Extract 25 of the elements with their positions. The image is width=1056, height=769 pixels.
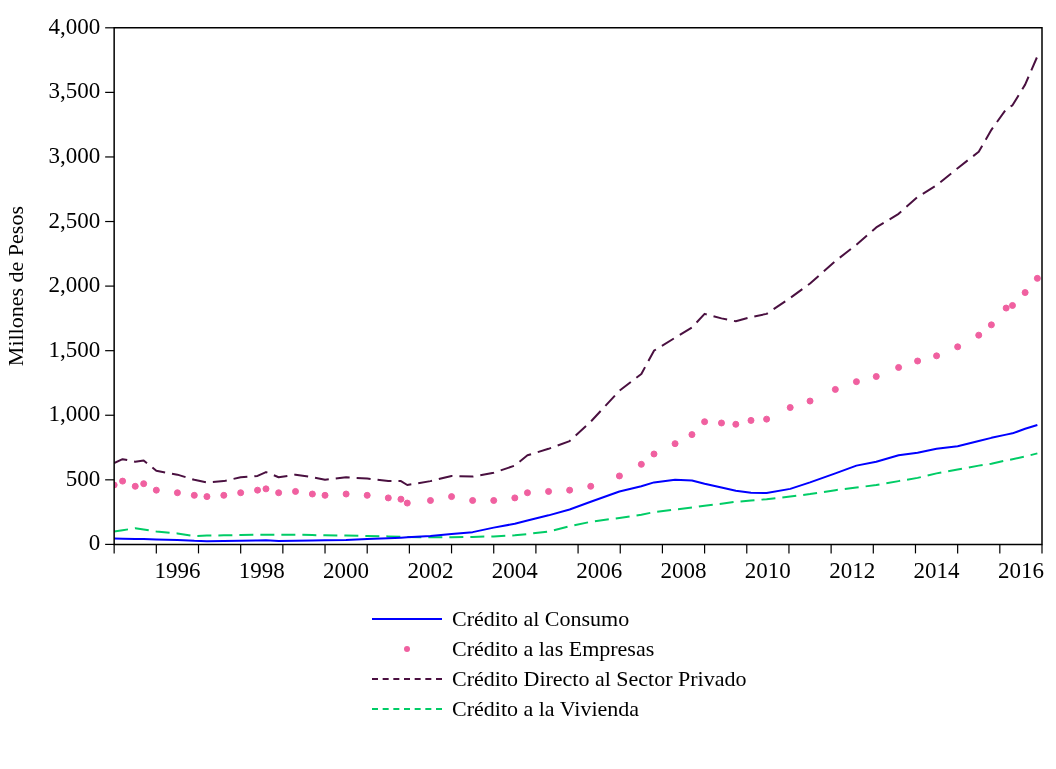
y-tick-label: 3,500 (48, 78, 101, 104)
y-tick-label: 2,000 (48, 272, 101, 298)
legend-label: Crédito al Consumo (452, 605, 630, 633)
x-tick-label: 2000 (323, 558, 370, 584)
legend-label: Crédito a la Vivienda (452, 695, 640, 723)
x-tick-label: 1996 (154, 558, 201, 584)
x-tick-label: 2012 (829, 558, 876, 584)
y-tick-label: 1,000 (48, 401, 101, 427)
y-tick-label: 4,000 (48, 13, 101, 39)
y-tick-label: 500 (65, 465, 101, 491)
x-tick-label: 2008 (660, 558, 707, 584)
x-tick-label: 2010 (744, 558, 791, 584)
x-tick-label: 1998 (238, 558, 285, 584)
x-tick-label: 2016 (997, 558, 1044, 584)
x-tick-label: 2006 (576, 558, 623, 584)
legend-label: Crédito a las Empresas (452, 635, 655, 663)
y-axis-title: Millones de Pesos (2, 206, 28, 367)
y-tick-label: 3,000 (48, 143, 101, 168)
y-tick-label: 2,500 (48, 207, 101, 233)
x-tick-label: 2014 (913, 558, 961, 584)
x-tick-label: 2002 (407, 558, 454, 584)
x-tick-label: 2004 (491, 558, 539, 584)
y-tick-label: 0 (88, 530, 101, 556)
y-tick-label: 1,500 (48, 336, 101, 362)
legend-label: Crédito Directo al Sector Privado (452, 665, 747, 693)
